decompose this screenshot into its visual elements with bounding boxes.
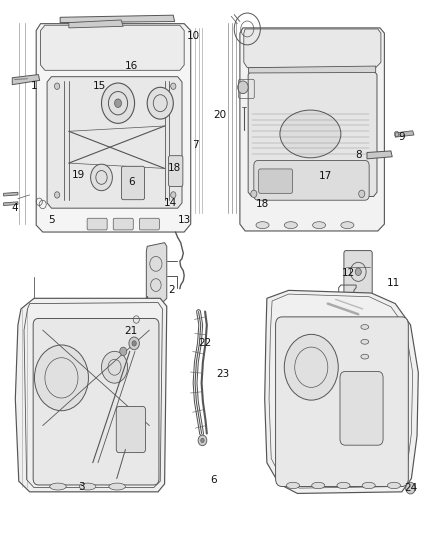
Text: 10: 10 xyxy=(186,31,199,41)
Circle shape xyxy=(359,190,365,198)
Circle shape xyxy=(102,351,127,383)
Text: 18: 18 xyxy=(168,164,181,173)
Ellipse shape xyxy=(361,354,369,359)
Ellipse shape xyxy=(256,222,269,229)
Ellipse shape xyxy=(313,222,325,229)
Polygon shape xyxy=(12,75,40,85)
FancyBboxPatch shape xyxy=(139,218,159,230)
Text: 8: 8 xyxy=(355,150,362,160)
Circle shape xyxy=(115,99,121,108)
Circle shape xyxy=(198,435,207,446)
FancyBboxPatch shape xyxy=(87,218,107,230)
Text: 19: 19 xyxy=(72,170,85,180)
Circle shape xyxy=(54,192,60,198)
Text: 11: 11 xyxy=(386,278,400,288)
Ellipse shape xyxy=(312,482,325,489)
Text: 5: 5 xyxy=(48,215,55,225)
Ellipse shape xyxy=(361,325,369,329)
Circle shape xyxy=(91,164,113,191)
Text: 15: 15 xyxy=(93,81,106,91)
Text: 14: 14 xyxy=(164,198,177,208)
Text: 12: 12 xyxy=(342,268,355,278)
Circle shape xyxy=(147,87,173,119)
Ellipse shape xyxy=(79,483,96,490)
Polygon shape xyxy=(146,243,167,303)
Text: 3: 3 xyxy=(78,481,85,491)
Polygon shape xyxy=(4,192,18,196)
FancyBboxPatch shape xyxy=(113,218,133,230)
Ellipse shape xyxy=(284,222,297,229)
Polygon shape xyxy=(15,298,167,492)
Text: 16: 16 xyxy=(124,61,138,71)
Ellipse shape xyxy=(49,483,66,490)
Polygon shape xyxy=(60,15,175,22)
Text: 18: 18 xyxy=(256,199,269,209)
FancyBboxPatch shape xyxy=(33,318,159,485)
Text: 2: 2 xyxy=(168,285,174,295)
FancyBboxPatch shape xyxy=(121,166,145,200)
Text: 23: 23 xyxy=(217,369,230,378)
Circle shape xyxy=(132,341,136,346)
Polygon shape xyxy=(69,20,123,28)
FancyBboxPatch shape xyxy=(116,407,145,453)
Text: 6: 6 xyxy=(129,176,135,187)
Ellipse shape xyxy=(362,482,375,489)
Polygon shape xyxy=(367,151,392,159)
Polygon shape xyxy=(4,202,18,206)
Circle shape xyxy=(120,347,127,356)
Polygon shape xyxy=(41,25,184,70)
FancyBboxPatch shape xyxy=(276,317,408,487)
Circle shape xyxy=(171,192,176,198)
Text: 21: 21 xyxy=(124,326,138,336)
Text: 9: 9 xyxy=(399,132,405,142)
Text: 24: 24 xyxy=(405,483,418,493)
Text: 4: 4 xyxy=(11,203,18,213)
FancyBboxPatch shape xyxy=(258,169,293,193)
Ellipse shape xyxy=(341,222,354,229)
Ellipse shape xyxy=(280,110,341,158)
Polygon shape xyxy=(240,28,385,231)
Circle shape xyxy=(201,438,204,442)
Circle shape xyxy=(171,83,176,90)
Circle shape xyxy=(35,345,88,411)
Ellipse shape xyxy=(109,483,125,490)
Ellipse shape xyxy=(337,482,350,489)
Circle shape xyxy=(284,334,338,400)
Circle shape xyxy=(251,190,257,198)
Ellipse shape xyxy=(361,340,369,344)
Circle shape xyxy=(102,83,134,123)
Text: 1: 1 xyxy=(31,81,37,91)
Polygon shape xyxy=(395,131,414,137)
Polygon shape xyxy=(249,66,376,73)
Polygon shape xyxy=(244,29,381,68)
Text: 20: 20 xyxy=(213,110,226,120)
Polygon shape xyxy=(265,290,418,494)
Polygon shape xyxy=(248,70,377,197)
Polygon shape xyxy=(36,23,191,232)
Text: 7: 7 xyxy=(192,140,198,150)
FancyBboxPatch shape xyxy=(340,372,383,445)
Circle shape xyxy=(129,337,139,350)
Text: 13: 13 xyxy=(177,215,191,225)
Circle shape xyxy=(406,482,415,494)
Text: 22: 22 xyxy=(198,338,212,349)
Ellipse shape xyxy=(286,482,300,489)
Circle shape xyxy=(54,83,60,90)
Text: 6: 6 xyxy=(211,475,217,484)
FancyBboxPatch shape xyxy=(344,251,372,296)
FancyBboxPatch shape xyxy=(169,156,183,187)
Circle shape xyxy=(355,268,361,276)
FancyBboxPatch shape xyxy=(254,160,369,200)
Text: 17: 17 xyxy=(319,172,332,181)
Polygon shape xyxy=(47,77,182,208)
Ellipse shape xyxy=(388,482,400,489)
Circle shape xyxy=(238,81,248,94)
